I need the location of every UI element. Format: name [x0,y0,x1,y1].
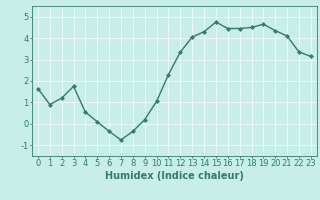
X-axis label: Humidex (Indice chaleur): Humidex (Indice chaleur) [105,171,244,181]
